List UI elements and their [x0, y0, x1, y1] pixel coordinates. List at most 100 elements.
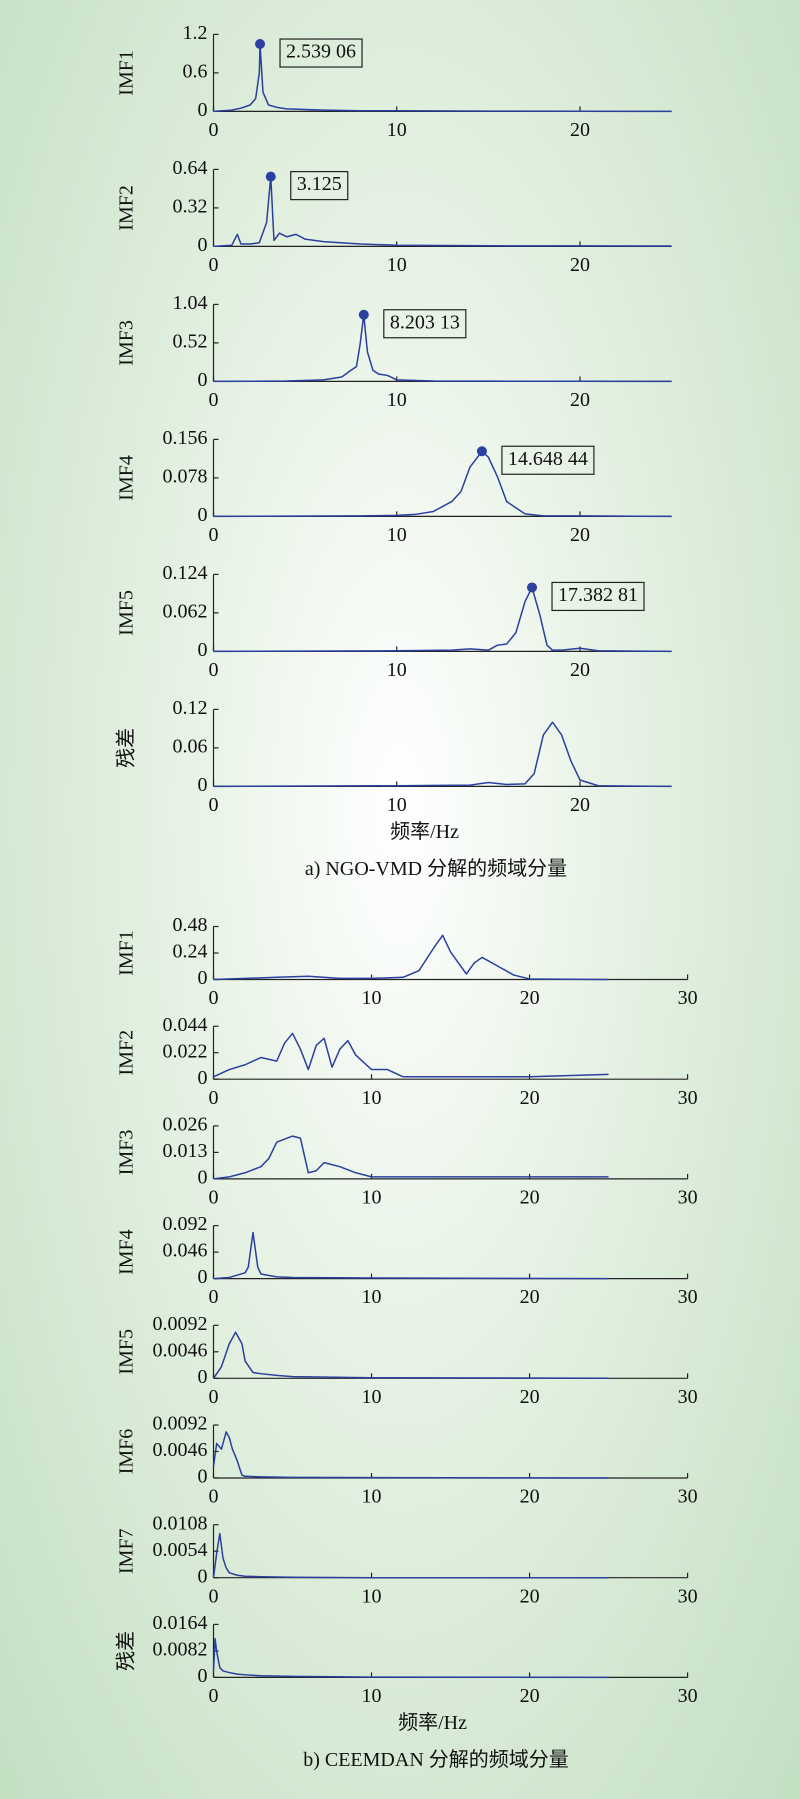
x-tick-label: 20 — [570, 659, 590, 681]
spectrum-line — [212, 1532, 609, 1579]
x-tick-label: 0 — [209, 119, 219, 141]
y-tick-label: 0 — [198, 1466, 208, 1488]
y-tick-label: 0.022 — [163, 1040, 208, 1062]
x-tick-label: 30 — [678, 1087, 698, 1109]
peak-label: 17.382 81 — [558, 584, 638, 606]
y-axis-label: IMF2 — [116, 185, 138, 231]
y-tick-label: 0.6 — [183, 60, 208, 82]
figure-caption: a) NGO-VMD 分解的频域分量 — [305, 857, 567, 880]
y-axis-label: IMF3 — [116, 1130, 138, 1176]
y-tick-label: 0.156 — [163, 427, 208, 449]
x-tick-label: 10 — [387, 659, 407, 681]
x-tick-label: 0 — [209, 987, 219, 1009]
x-axis-label: 频率/Hz — [398, 1711, 467, 1734]
x-tick-label: 20 — [520, 1486, 540, 1508]
y-tick-label: 0 — [198, 1266, 208, 1288]
y-tick-label: 0.0082 — [153, 1638, 208, 1660]
x-tick-label: 10 — [387, 524, 407, 546]
y-tick-label: 0.0108 — [153, 1512, 208, 1534]
x-tick-label: 0 — [209, 1286, 219, 1308]
y-axis-label: 残差 — [115, 728, 138, 768]
x-tick-label: 10 — [362, 1186, 382, 1208]
y-tick-label: 0.48 — [173, 914, 208, 936]
x-tick-label: 0 — [209, 794, 219, 816]
y-tick-label: 1.04 — [173, 292, 208, 314]
x-tick-label: 30 — [678, 1585, 698, 1607]
peak-label-box — [290, 171, 349, 201]
y-axis-label: IMF2 — [116, 1030, 138, 1076]
y-axis-label: 残差 — [115, 1631, 138, 1671]
peak-marker — [527, 582, 538, 593]
x-tick-label: 0 — [209, 1386, 219, 1408]
y-axis-label: IMF7 — [116, 1528, 138, 1574]
y-tick-label: 0 — [198, 639, 208, 661]
y-tick-label: 0.0054 — [153, 1539, 208, 1561]
x-tick-label: 20 — [570, 524, 590, 546]
spectrum-line — [212, 1637, 609, 1679]
x-tick-label: 20 — [520, 1286, 540, 1308]
y-tick-label: 0.0092 — [153, 1413, 208, 1435]
y-tick-label: 0.044 — [163, 1014, 208, 1036]
y-tick-label: 1.2 — [183, 22, 208, 44]
x-tick-label: 0 — [209, 1685, 219, 1707]
spectrum-line — [213, 450, 672, 518]
y-tick-label: 0.52 — [173, 330, 208, 352]
x-tick-label: 20 — [520, 1186, 540, 1208]
y-tick-label: 0.06 — [173, 735, 208, 757]
x-tick-label: 30 — [678, 1486, 698, 1508]
y-tick-label: 0 — [198, 504, 208, 526]
y-tick-label: 0 — [198, 1665, 208, 1687]
y-tick-label: 0 — [198, 1067, 208, 1089]
y-tick-label: 0 — [198, 774, 208, 796]
spectrum-line — [213, 1135, 609, 1180]
x-tick-label: 0 — [209, 659, 219, 681]
y-axis-label: IMF4 — [116, 1229, 138, 1275]
y-tick-label: 0.026 — [163, 1113, 208, 1135]
x-tick-label: 20 — [570, 254, 590, 276]
x-axis-label: 频率/Hz — [390, 820, 459, 843]
x-tick-label: 10 — [387, 254, 407, 276]
y-tick-label: 0 — [198, 1166, 208, 1188]
peak-label: 14.648 44 — [508, 448, 588, 470]
x-tick-label: 20 — [520, 1585, 540, 1607]
x-tick-label: 0 — [209, 524, 219, 546]
y-tick-label: 0.0046 — [153, 1439, 208, 1461]
peak-label-box — [551, 581, 645, 612]
y-axis-label: IMF6 — [116, 1429, 138, 1475]
peak-marker — [476, 446, 487, 457]
spectrum-line — [212, 1331, 609, 1380]
y-axis-label: IMF5 — [116, 590, 138, 636]
y-tick-label: 0.062 — [163, 600, 208, 622]
x-tick-label: 10 — [362, 1386, 382, 1408]
y-tick-label: 0.12 — [173, 697, 208, 719]
y-tick-label: 0 — [198, 1366, 208, 1388]
peak-label: 3.125 — [297, 173, 342, 195]
x-tick-label: 0 — [209, 1486, 219, 1508]
x-tick-label: 0 — [209, 389, 219, 411]
y-tick-label: 0 — [198, 967, 208, 989]
x-tick-label: 10 — [387, 794, 407, 816]
y-tick-label: 0.0046 — [153, 1339, 208, 1361]
figure-caption: b) CEEMDAN 分解的频域分量 — [303, 1748, 569, 1771]
peak-label-box — [383, 309, 467, 339]
spectrum-line — [213, 721, 672, 788]
x-tick-label: 10 — [387, 119, 407, 141]
y-axis-label: IMF1 — [116, 930, 138, 976]
y-tick-label: 0.32 — [173, 195, 208, 217]
x-tick-label: 30 — [678, 1685, 698, 1707]
y-tick-label: 0 — [198, 99, 208, 121]
peak-label: 2.539 06 — [286, 41, 356, 63]
y-tick-label: 0.013 — [163, 1140, 208, 1162]
peak-label-box — [279, 38, 363, 68]
spectrum-line — [212, 1431, 609, 1479]
peak-marker — [358, 309, 369, 320]
x-tick-label: 30 — [678, 1286, 698, 1308]
y-tick-label: 0.24 — [173, 941, 208, 963]
x-tick-label: 10 — [362, 1585, 382, 1607]
x-tick-label: 10 — [362, 987, 382, 1009]
spectrum-line — [213, 1231, 609, 1280]
x-tick-label: 30 — [678, 987, 698, 1009]
spectrum-line — [213, 1032, 609, 1078]
